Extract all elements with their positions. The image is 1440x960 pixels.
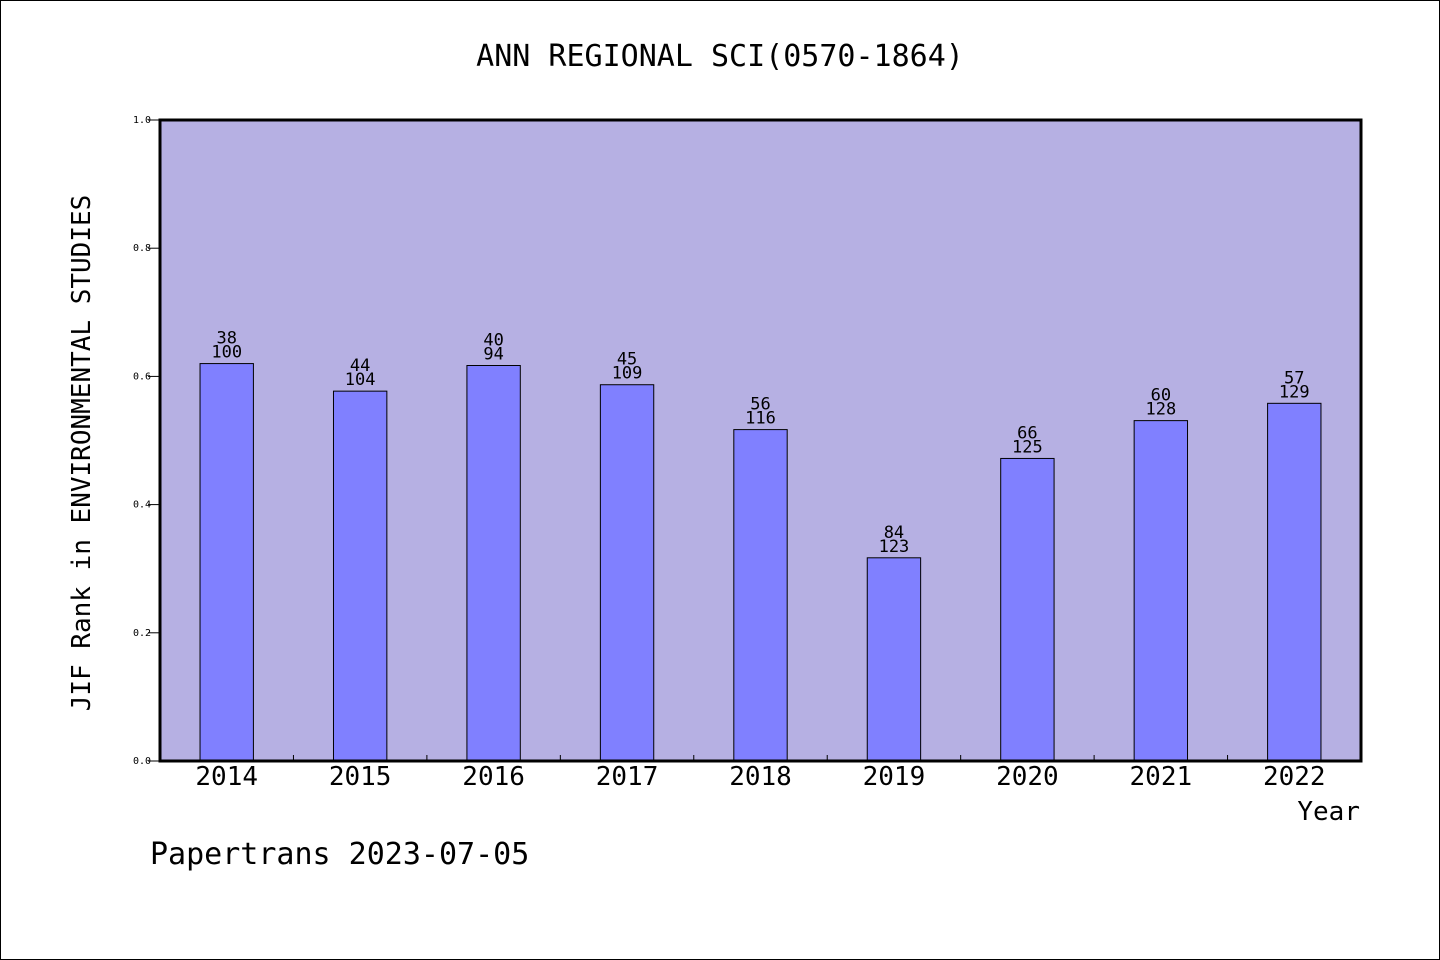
y-axis-ticks: 0.0 0.2 0.4 0.6 0.8 1.0 (133, 115, 160, 767)
x-tick-label-2022: 2022 (1263, 762, 1326, 792)
chart-title: ANN REGIONAL SCI(0570-1864) (476, 39, 964, 74)
bar-2018 (733, 429, 788, 762)
bar-rank-label-2019: 84 (884, 523, 904, 543)
bar-total-label-2015: 104 (345, 370, 376, 390)
bar-2020 (1000, 457, 1055, 762)
bar-rank-label-2017: 45 (617, 350, 637, 370)
bar-total-label-2022: 129 (1279, 382, 1310, 402)
bar-total-label-2021: 128 (1145, 400, 1176, 420)
bar-rank-label-2021: 60 (1151, 386, 1171, 406)
x-tick-label-2014: 2014 (195, 762, 258, 792)
bar-rank-label-2014: 38 (216, 329, 236, 349)
bar-2015 (332, 390, 388, 762)
bar-rank-label-2020: 66 (1017, 423, 1037, 443)
bar-rank-label-2015: 44 (350, 356, 370, 376)
x-axis-label: Year (1297, 797, 1360, 827)
bar-total-label-2017: 109 (612, 364, 643, 384)
bar-2022 (1267, 402, 1322, 762)
bar-rank-label-2022: 57 (1284, 368, 1304, 388)
x-axis-ticks: 2014 2015 2016 2017 2018 2019 2020 2021 2022 (195, 755, 1326, 792)
y-tick-label-0.4: 0.4 (133, 500, 151, 511)
y-axis-label: JIF Rank in ENVIRONMENTAL STUDIES (67, 195, 97, 712)
bar-2017 (599, 384, 655, 762)
y-tick-label-0.2: 0.2 (133, 628, 151, 639)
y-tick-label-0.0: 0.0 (133, 756, 151, 767)
x-tick-label-2016: 2016 (462, 762, 525, 792)
x-tick-label-2015: 2015 (329, 762, 392, 792)
bar-total-label-2014: 100 (211, 343, 242, 363)
y-tick-label-1.0: 1.0 (133, 115, 151, 126)
bar-2019 (866, 557, 922, 762)
bar-total-label-2018: 116 (745, 409, 776, 429)
x-tick-label-2019: 2019 (863, 762, 926, 792)
y-tick-label-0.8: 0.8 (133, 243, 151, 254)
bar-rank-label-2016: 40 (483, 331, 503, 351)
x-tick-label-2021: 2021 (1130, 762, 1193, 792)
y-tick-label-0.6: 0.6 (133, 371, 151, 382)
bar-total-label-2020: 125 (1012, 437, 1043, 457)
x-tick-label-2020: 2020 (996, 762, 1059, 792)
plot-border (158, 118, 1363, 763)
bars-group (199, 363, 1322, 762)
bar-2016 (466, 365, 521, 762)
bar-rank-label-2018: 56 (750, 395, 770, 415)
bar-total-label-2019: 123 (879, 537, 910, 557)
x-tick-label-2017: 2017 (596, 762, 659, 792)
bar-2014 (199, 363, 254, 762)
x-tick-label-2018: 2018 (729, 762, 792, 792)
bar-total-label-2016: 94 (483, 345, 503, 365)
footer-credit: Papertrans 2023-07-05 (150, 837, 529, 872)
bar-2021 (1133, 420, 1189, 762)
